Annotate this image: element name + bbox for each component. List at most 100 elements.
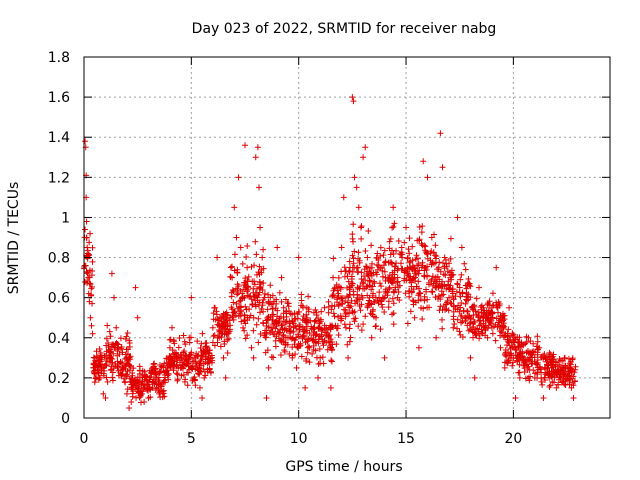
data-point xyxy=(513,347,520,354)
data-point xyxy=(106,359,113,366)
data-point xyxy=(100,390,107,397)
chart-title: Day 023 of 2022, SRMTID for receiver nab… xyxy=(192,21,497,37)
data-point xyxy=(462,266,469,273)
data-point xyxy=(540,394,547,401)
data-point xyxy=(362,144,369,151)
data-point xyxy=(328,358,335,365)
data-point xyxy=(424,255,431,262)
data-point xyxy=(183,356,190,363)
data-point xyxy=(273,296,280,303)
data-point xyxy=(340,194,347,201)
data-point xyxy=(129,390,136,397)
data-point xyxy=(472,308,479,315)
data-point xyxy=(186,352,193,359)
data-point xyxy=(126,354,133,361)
data-point xyxy=(258,269,265,276)
data-point xyxy=(509,344,516,351)
data-point xyxy=(539,381,546,388)
data-point xyxy=(169,363,176,370)
data-point xyxy=(430,249,437,256)
data-point xyxy=(313,331,320,338)
data-point xyxy=(413,271,420,278)
data-point xyxy=(323,339,330,346)
data-point xyxy=(97,352,104,359)
data-point xyxy=(406,235,413,242)
data-point xyxy=(257,330,264,337)
data-point xyxy=(331,313,338,320)
data-point xyxy=(529,360,536,367)
data-point xyxy=(161,379,168,386)
data-point xyxy=(88,291,95,298)
data-point xyxy=(224,350,231,357)
data-point xyxy=(338,295,345,302)
data-point xyxy=(381,247,388,254)
data-point xyxy=(121,363,128,370)
data-point xyxy=(237,244,244,251)
data-point xyxy=(256,289,263,296)
data-point xyxy=(196,371,203,378)
data-point xyxy=(533,343,540,350)
data-point xyxy=(97,374,104,381)
data-point xyxy=(497,344,504,351)
data-point xyxy=(394,278,401,285)
data-point xyxy=(469,328,476,335)
data-point xyxy=(185,360,192,367)
plot-frame xyxy=(83,56,611,419)
data-point xyxy=(395,238,402,245)
data-point xyxy=(242,142,249,149)
data-point xyxy=(133,394,140,401)
data-point xyxy=(135,390,142,397)
data-point xyxy=(201,348,208,355)
data-point xyxy=(233,234,240,241)
data-point xyxy=(128,398,135,405)
data-point xyxy=(252,238,259,245)
data-point xyxy=(371,280,378,287)
data-point xyxy=(280,331,287,338)
data-point xyxy=(89,258,96,265)
data-point xyxy=(89,300,96,307)
data-point xyxy=(229,286,236,293)
data-point xyxy=(406,259,413,266)
data-point xyxy=(488,305,495,312)
data-point xyxy=(450,308,457,315)
data-point xyxy=(242,320,249,327)
data-point xyxy=(554,371,561,378)
data-point xyxy=(305,308,312,315)
data-point xyxy=(376,280,383,287)
data-point xyxy=(401,239,408,246)
data-point xyxy=(281,318,288,325)
data-point xyxy=(89,330,96,337)
data-point xyxy=(321,304,328,311)
data-point xyxy=(350,98,357,105)
data-point xyxy=(211,304,218,311)
axis-ticks: 0 0.2 0.4 0.6 0.8 1 1.2 1.4 1.6 1.8 0 5 10 15 20 xyxy=(48,50,610,447)
data-point xyxy=(449,286,456,293)
data-point xyxy=(546,349,553,356)
data-point xyxy=(340,306,347,313)
data-point xyxy=(424,263,431,270)
data-point xyxy=(224,330,231,337)
data-point xyxy=(306,359,313,366)
data-point xyxy=(294,344,301,351)
data-point xyxy=(390,321,397,328)
data-point xyxy=(390,223,397,230)
data-point xyxy=(171,351,178,358)
data-point xyxy=(86,239,93,246)
data-point xyxy=(514,334,521,341)
data-point xyxy=(424,272,431,279)
data-point xyxy=(345,294,352,301)
data-point xyxy=(442,272,449,279)
data-point xyxy=(303,355,310,362)
data-point xyxy=(293,364,300,371)
data-point xyxy=(426,304,433,311)
data-point xyxy=(533,361,540,368)
data-point xyxy=(175,344,182,351)
data-point xyxy=(189,358,196,365)
data-point xyxy=(437,303,444,310)
data-point xyxy=(386,274,393,281)
data-point xyxy=(233,291,240,298)
data-point xyxy=(282,341,289,348)
data-point xyxy=(536,363,543,370)
data-point xyxy=(165,363,172,370)
data-point xyxy=(126,337,133,344)
